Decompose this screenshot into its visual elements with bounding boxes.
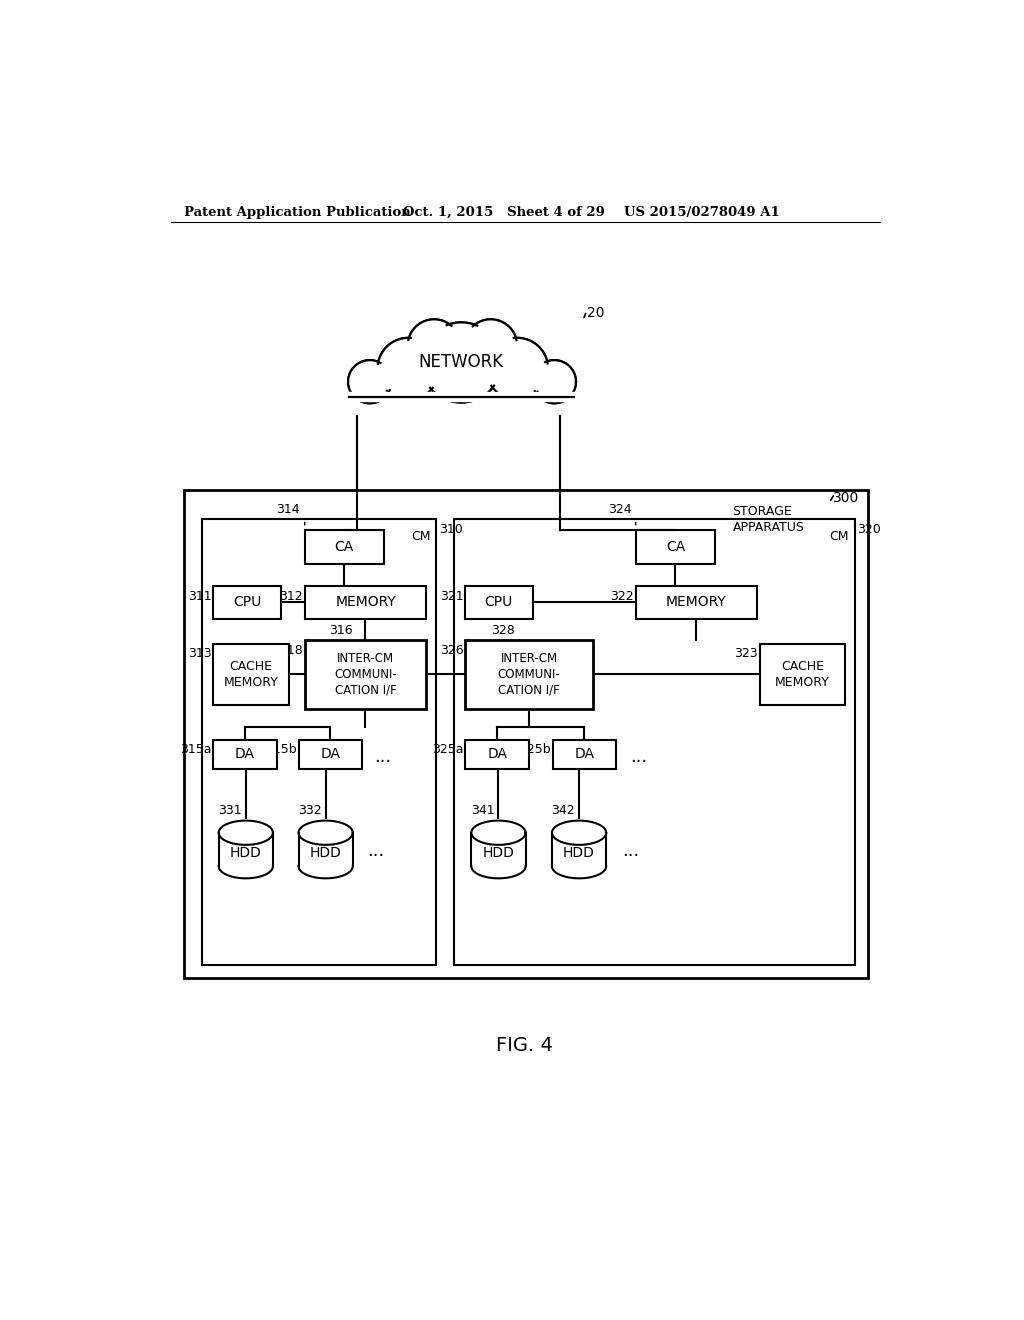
Text: DA: DA [236,747,255,762]
Circle shape [465,321,516,371]
Text: ...: ... [623,842,640,861]
Bar [213,586,281,619]
Bar [183,490,868,978]
Ellipse shape [219,854,273,878]
Text: NETWORK: NETWORK [419,354,504,371]
Text: MEMORY: MEMORY [335,595,396,610]
Text: 316: 316 [330,624,353,638]
Text: CPU: CPU [484,595,513,610]
Text: 332: 332 [298,804,322,817]
Circle shape [464,319,517,372]
Text: STORAGE
APPARATUS: STORAGE APPARATUS [732,506,805,533]
Bar [465,739,529,770]
Ellipse shape [471,821,525,845]
Bar [213,739,276,770]
Text: 328: 328 [490,624,514,638]
Text: Oct. 1, 2015   Sheet 4 of 29: Oct. 1, 2015 Sheet 4 of 29 [403,206,605,219]
Ellipse shape [219,821,273,845]
Text: 318: 318 [280,644,303,656]
Circle shape [409,321,460,371]
Text: 313: 313 [188,647,212,660]
Bar [305,586,426,619]
Circle shape [348,360,391,404]
Text: DA: DA [487,747,507,762]
Text: 341: 341 [471,804,495,817]
Bar [305,640,426,709]
Text: FIG. 4: FIG. 4 [497,1036,553,1055]
Bar [760,644,845,705]
Text: ...: ... [367,842,384,861]
Text: CM: CM [829,529,849,543]
Text: 321: 321 [440,590,464,603]
Text: DA: DA [321,747,340,762]
Bar [299,739,362,770]
Bar [471,833,525,866]
Text: 300: 300 [834,491,859,506]
Bar [465,640,593,709]
Text: 311: 311 [188,590,212,603]
Text: 322: 322 [610,590,634,603]
Text: ...: ... [375,747,392,766]
Text: CACHE
MEMORY: CACHE MEMORY [775,660,829,689]
Text: HDD: HDD [309,846,342,859]
Text: ...: ... [630,747,647,766]
Bar [202,519,436,965]
Text: 326: 326 [440,644,464,656]
Text: 315b: 315b [265,743,297,756]
Circle shape [534,360,575,403]
Bar [299,833,352,866]
Bar [305,531,384,564]
Circle shape [378,339,438,399]
Text: 315a: 315a [180,743,212,756]
Ellipse shape [471,854,525,878]
Bar [454,519,855,965]
Text: 314: 314 [276,503,300,516]
Circle shape [378,338,439,400]
Text: 342: 342 [552,804,575,817]
Text: CA: CA [666,540,685,554]
Text: 320: 320 [857,523,881,536]
Circle shape [486,339,547,399]
Text: CA: CA [335,540,354,554]
Circle shape [486,338,548,400]
Text: 20: 20 [587,306,604,321]
Ellipse shape [299,821,352,845]
Bar [219,833,273,866]
Text: 310: 310 [438,523,463,536]
Circle shape [421,322,502,403]
Text: 325b: 325b [519,743,551,756]
Bar [552,833,606,866]
Circle shape [408,319,461,372]
Text: INTER-CM
COMMUNI-
CATION I/F: INTER-CM COMMUNI- CATION I/F [334,652,397,697]
Text: Patent Application Publication: Patent Application Publication [183,206,411,219]
Text: 325a: 325a [432,743,464,756]
Bar [636,531,716,564]
Text: CPU: CPU [232,595,261,610]
Bar [553,739,616,770]
Text: HDD: HDD [563,846,595,859]
Circle shape [422,323,501,401]
Text: HDD: HDD [482,846,514,859]
Bar [636,586,758,619]
Text: US 2015/0278049 A1: US 2015/0278049 A1 [624,206,779,219]
Circle shape [532,360,575,404]
Ellipse shape [552,854,606,878]
Text: HDD: HDD [229,846,262,859]
Circle shape [349,360,391,403]
Bar [326,392,597,401]
Text: CM: CM [411,529,430,543]
Bar [213,644,289,705]
Text: 331: 331 [218,804,242,817]
Text: DA: DA [574,747,595,762]
Text: 324: 324 [608,503,632,516]
Text: CACHE
MEMORY: CACHE MEMORY [224,660,279,689]
Text: 323: 323 [734,647,758,660]
Text: 312: 312 [280,590,303,603]
Text: INTER-CM
COMMUNI-
CATION I/F: INTER-CM COMMUNI- CATION I/F [498,652,560,697]
Ellipse shape [299,854,352,878]
Bar [465,586,532,619]
Text: MEMORY: MEMORY [666,595,727,610]
Ellipse shape [552,821,606,845]
